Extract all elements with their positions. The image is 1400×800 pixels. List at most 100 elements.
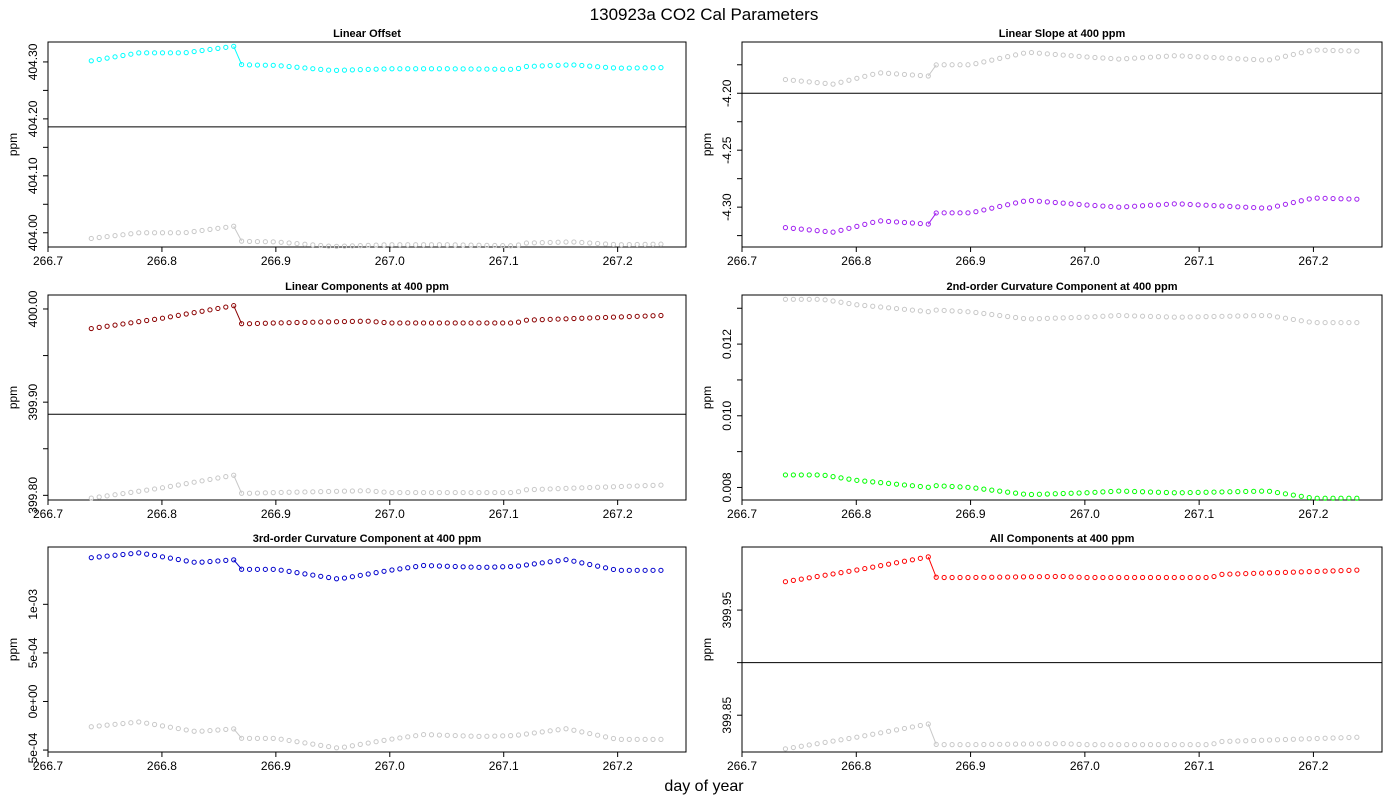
- data-point: [870, 479, 876, 485]
- data-point: [587, 484, 593, 491]
- data-point: [1028, 491, 1035, 498]
- data-point: [120, 551, 126, 558]
- data-point: [782, 472, 789, 478]
- data-point: [523, 731, 530, 737]
- data-point: [917, 308, 923, 314]
- data-point: [389, 489, 395, 496]
- data-point: [302, 319, 308, 325]
- primary-series: [88, 303, 664, 332]
- data-point: [893, 727, 900, 733]
- data-point: [215, 45, 221, 51]
- data-point: [1346, 734, 1352, 741]
- data-point: [515, 563, 522, 569]
- data-point: [814, 79, 820, 86]
- data-point: [144, 50, 150, 56]
- data-point: [1028, 741, 1035, 747]
- data-point: [790, 296, 796, 302]
- data-point: [618, 483, 624, 490]
- data-point: [579, 729, 585, 735]
- data-point: [1068, 490, 1074, 496]
- y-tick-label: -4.25: [720, 136, 734, 164]
- data-point: [595, 64, 601, 70]
- data-point: [254, 566, 261, 572]
- data-point: [1274, 737, 1281, 743]
- data-point: [1306, 569, 1312, 575]
- data-point: [523, 240, 530, 246]
- data-point: [1179, 490, 1185, 496]
- data-point: [1108, 313, 1114, 319]
- data-point: [626, 567, 632, 573]
- data-point: [500, 489, 506, 496]
- data-point: [159, 723, 166, 729]
- data-point: [1179, 574, 1185, 581]
- x-tick-label: 266.8: [147, 759, 177, 773]
- data-point: [1211, 741, 1217, 747]
- data-point: [128, 51, 134, 57]
- data-point: [917, 555, 923, 561]
- data-point: [1195, 202, 1201, 208]
- data-point: [151, 486, 158, 492]
- data-point: [239, 735, 245, 741]
- data-point: [341, 744, 348, 750]
- data-point: [965, 62, 971, 68]
- data-point: [830, 474, 836, 480]
- data-point: [104, 55, 110, 61]
- x-tick-label: 266.7: [727, 507, 757, 521]
- data-point: [96, 723, 102, 729]
- data-point: [144, 720, 150, 726]
- data-point: [373, 488, 379, 495]
- data-point: [468, 564, 474, 570]
- panel-1: Linear Offset ppm 266.7 266.8 266.9 267.0 267.…: [6, 28, 687, 268]
- data-point: [373, 319, 379, 325]
- data-point: [862, 478, 868, 484]
- data-point: [941, 307, 947, 314]
- data-point: [460, 320, 466, 326]
- data-point: [618, 242, 624, 248]
- data-point: [1036, 574, 1042, 580]
- data-point: [981, 741, 987, 748]
- data-point: [88, 724, 94, 730]
- data-point: [104, 493, 110, 499]
- y-tick-label: 404.20: [26, 100, 40, 137]
- data-point: [846, 300, 852, 307]
- data-point: [602, 314, 609, 321]
- data-point: [965, 484, 971, 490]
- data-point: [373, 739, 379, 745]
- data-point: [1259, 737, 1265, 743]
- data-point: [997, 203, 1003, 210]
- data-point: [595, 484, 601, 490]
- data-point: [806, 227, 812, 233]
- panel-title: 2nd-order Curvature Component at 400 ppm: [946, 281, 1177, 293]
- data-point: [886, 728, 892, 734]
- data-point: [806, 742, 812, 748]
- data-point: [846, 735, 852, 742]
- data-point: [973, 485, 979, 491]
- jump-connector: [927, 723, 937, 745]
- data-point: [207, 558, 213, 565]
- data-point: [1338, 48, 1344, 54]
- data-point: [878, 70, 884, 76]
- data-point: [610, 566, 617, 573]
- data-point: [318, 489, 324, 495]
- y-tick-label: 1e-03: [26, 589, 40, 620]
- data-point: [128, 489, 134, 495]
- data-point: [452, 242, 458, 248]
- data-point: [515, 242, 522, 248]
- data-point: [112, 322, 118, 328]
- data-point: [349, 743, 355, 749]
- y-tick-label: 399.80: [26, 477, 40, 514]
- data-point: [790, 225, 796, 231]
- data-point: [1052, 573, 1058, 580]
- data-point: [1005, 54, 1011, 60]
- panel-ylabel: ppm: [700, 638, 714, 661]
- data-point: [326, 574, 332, 581]
- panel-3: Linear Components at 400 ppm ppm 266.7 266.…: [6, 281, 687, 521]
- data-point: [1060, 490, 1066, 497]
- data-point: [1282, 491, 1289, 497]
- data-point: [381, 319, 387, 326]
- data-point: [1155, 314, 1162, 320]
- data-point: [357, 572, 363, 578]
- data-point: [120, 321, 126, 327]
- data-point: [587, 561, 593, 568]
- data-point: [231, 726, 237, 732]
